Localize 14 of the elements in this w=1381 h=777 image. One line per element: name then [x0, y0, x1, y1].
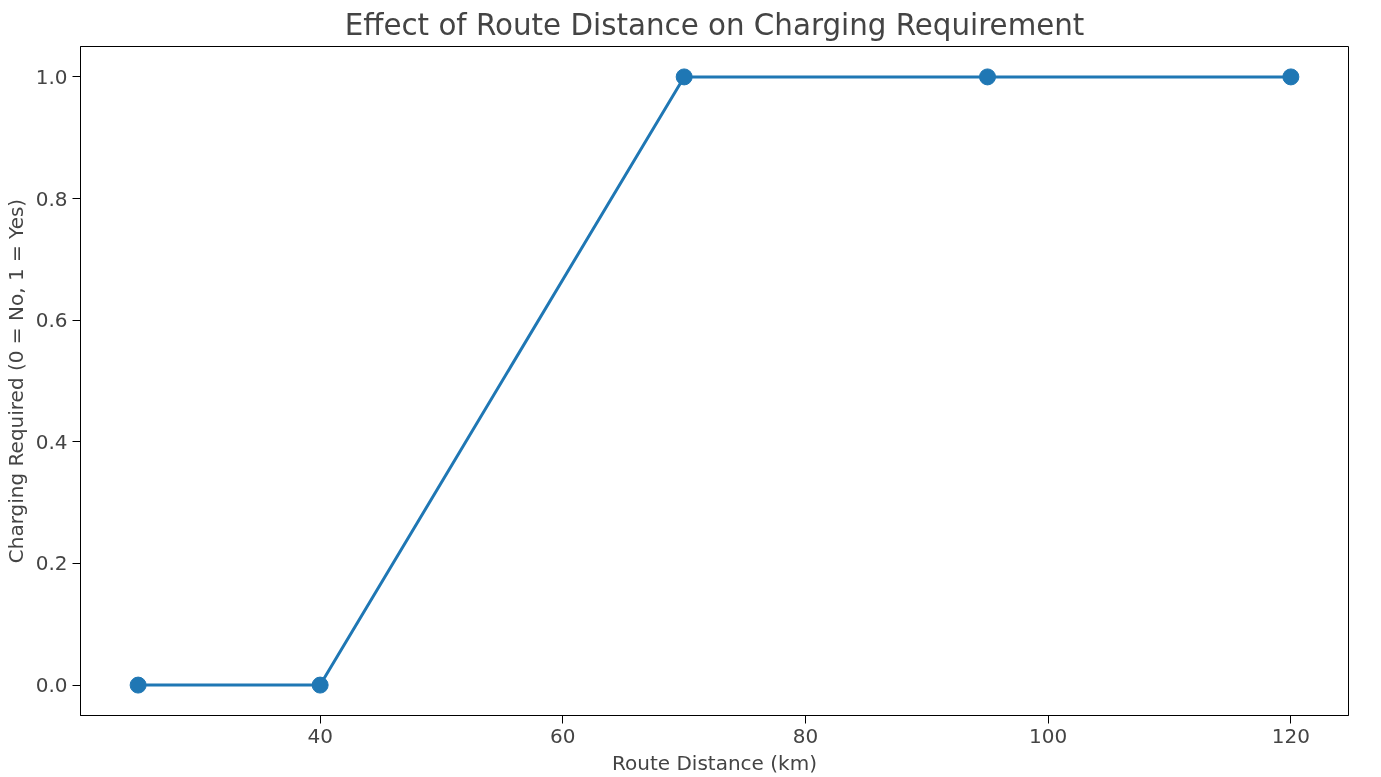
y-tick-label: 0.8 — [35, 186, 68, 211]
x-tick-label: 100 — [1029, 723, 1068, 748]
y-tick-label: 0.0 — [35, 673, 68, 698]
x-tick-label: 120 — [1271, 723, 1310, 748]
y-tick-label: 1.0 — [35, 64, 68, 89]
x-axis-title: Route Distance (km) — [612, 750, 817, 775]
y-tick-label: 0.2 — [35, 551, 68, 576]
x-tick-label: 60 — [550, 723, 576, 748]
x-tick-label: 80 — [792, 723, 819, 748]
y-tick-label: 0.4 — [35, 429, 68, 454]
x-tick-label: 40 — [307, 723, 333, 748]
chart-title: Effect of Route Distance on Charging Requirement — [344, 7, 1085, 42]
y-axis-title: Charging Required (0 = No, 1 = Yes) — [3, 198, 28, 564]
y-tick-label: 0.6 — [35, 308, 68, 333]
